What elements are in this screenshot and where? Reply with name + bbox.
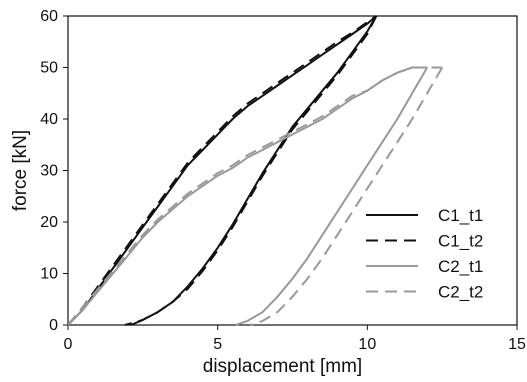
x-tick-label: 0: [64, 336, 73, 353]
legend-label-c2-t1: C2_t1: [438, 257, 483, 276]
y-tick-label: 30: [40, 163, 58, 180]
series-c1-t1-unloading-line: [130, 15, 378, 326]
x-axis-ticks: 0 5 10 15: [64, 325, 526, 353]
series-c2-t2-loading-line: [67, 66, 443, 326]
y-tick-label: 60: [40, 8, 58, 25]
series-c1-t2-loading-line: [67, 15, 377, 326]
x-axis-title: displacement [mm]: [203, 356, 362, 377]
x-tick-label: 5: [213, 336, 222, 353]
y-tick-label: 50: [40, 60, 58, 77]
series-c1-t2-unloading-line: [124, 15, 378, 326]
y-tick-label: 40: [40, 111, 58, 128]
y-tick-label: 10: [40, 266, 58, 283]
legend-label-c2-t2: C2_t2: [438, 283, 483, 302]
x-tick-label: 15: [508, 336, 526, 353]
y-axis-title: force [kN]: [10, 130, 31, 211]
legend: C1_t1 C1_t2 C2_t1 C2_t2: [366, 206, 483, 302]
series-c2-t2-unloading-line: [250, 66, 444, 326]
series-c2-t1-unloading-line: [235, 66, 429, 326]
y-axis-ticks: 0 10 20 30 40 50 60: [40, 8, 68, 334]
legend-label-c1-t1: C1_t1: [438, 206, 483, 225]
y-tick-label: 0: [49, 317, 58, 334]
series-layer: [67, 15, 444, 326]
series-c1-t1-loading-line: [67, 15, 377, 326]
legend-label-c1-t2: C1_t2: [438, 232, 483, 251]
y-tick-label: 20: [40, 214, 58, 231]
x-tick-label: 10: [358, 336, 376, 353]
